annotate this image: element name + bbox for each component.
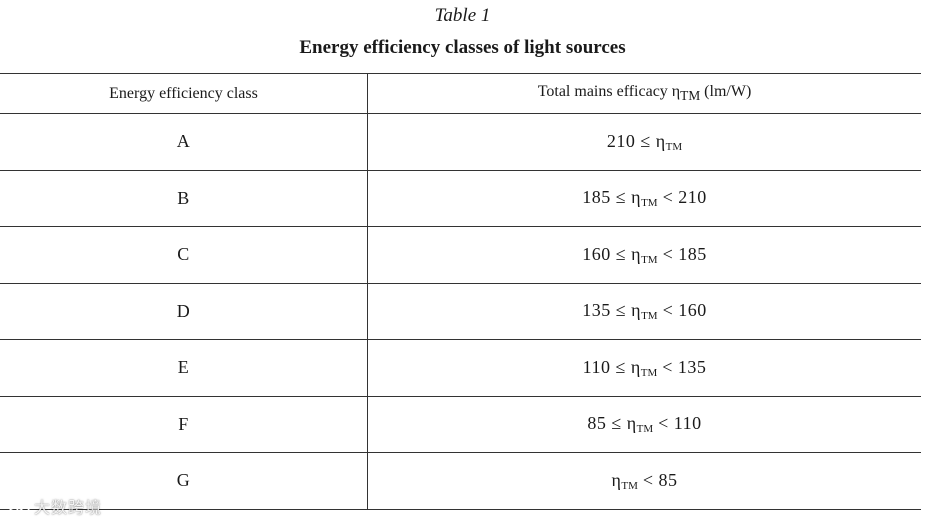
header-total-mains-efficacy: Total mains efficacy ηTM (lm/W) [368, 74, 922, 114]
efficacy-cell: 160 ≤ ηTM < 185 [368, 227, 922, 284]
table-row: B 185 ≤ ηTM < 210 [0, 170, 921, 227]
class-cell: B [0, 170, 368, 227]
table-title: Energy efficiency classes of light sourc… [299, 37, 626, 58]
table-header-row: Energy efficiency class Total mains effi… [0, 73, 922, 114]
class-cell: F [0, 396, 368, 453]
efficacy-lower: 110 ≤ η [582, 356, 641, 377]
table-row: F 85 ≤ ηTM < 110 [0, 396, 921, 453]
efficacy-upper: < 210 [657, 187, 707, 208]
efficacy-upper: < 85 [637, 469, 678, 490]
watermark-text: 大数跨境 [34, 498, 103, 517]
table-row: A 210 ≤ ηTM [0, 113, 922, 171]
class-cell: E [0, 339, 368, 396]
efficacy-lower: 85 ≤ η [587, 413, 637, 434]
header-energy-class: Energy efficiency class [0, 73, 368, 114]
efficacy-lower: 210 ≤ η [606, 130, 666, 151]
efficacy-cell: 135 ≤ ηTM < 160 [368, 283, 922, 340]
table-row: E 110 ≤ ηTM < 135 [0, 339, 922, 397]
table-caption: Table 1 [434, 5, 491, 26]
efficacy-subscript: TM [665, 140, 683, 153]
class-cell: D [0, 283, 368, 340]
class-cell: G [0, 452, 368, 509]
efficacy-cell: 110 ≤ ηTM < 135 [368, 340, 922, 397]
efficacy-lower: η [611, 469, 622, 490]
header-efficacy-unit: (lm/W) [700, 82, 752, 100]
efficacy-upper: < 110 [653, 413, 702, 434]
class-cell: C [0, 226, 368, 283]
efficacy-upper: < 185 [657, 243, 707, 264]
watermark: 大数跨境 [8, 494, 102, 518]
table-row: G ηTM < 85 [0, 452, 922, 510]
efficacy-cell: 85 ≤ ηTM < 110 [368, 396, 922, 453]
header-efficacy-subscript: TM [680, 88, 701, 104]
efficacy-cell: 185 ≤ ηTM < 210 [368, 170, 922, 227]
table-row: C 160 ≤ ηTM < 185 [0, 226, 922, 284]
efficacy-lower: 185 ≤ η [582, 187, 642, 208]
efficacy-lower: 135 ≤ η [582, 300, 642, 321]
efficacy-subscript: TM [640, 366, 658, 379]
efficacy-lower: 160 ≤ η [582, 243, 642, 264]
efficacy-cell: 210 ≤ ηTM [368, 114, 922, 171]
efficacy-subscript: TM [641, 310, 658, 323]
header-efficacy-prefix: Total mains efficacy η [537, 82, 681, 100]
efficacy-subscript: TM [621, 479, 638, 492]
table-row: D 135 ≤ ηTM < 160 [0, 283, 921, 340]
efficacy-subscript: TM [636, 423, 654, 436]
efficacy-cell: ηTM < 85 [368, 453, 922, 510]
energy-efficiency-table: Energy efficiency class Total mains effi… [0, 73, 921, 510]
efficacy-subscript: TM [641, 197, 658, 210]
class-cell: A [0, 113, 368, 170]
efficacy-upper: < 160 [657, 300, 707, 321]
efficacy-upper: < 135 [657, 356, 707, 377]
efficacy-subscript: TM [641, 253, 658, 266]
chat-bubble-icon [8, 499, 30, 514]
